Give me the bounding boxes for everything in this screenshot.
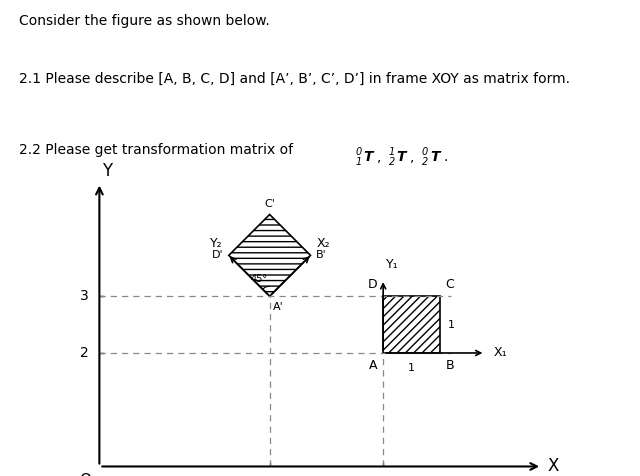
Text: ,: ,: [377, 150, 381, 164]
Text: O: O: [79, 473, 91, 476]
Text: 2: 2: [422, 157, 428, 167]
Text: C: C: [445, 278, 454, 290]
Text: B': B': [316, 250, 327, 260]
Text: X₁: X₁: [494, 347, 508, 359]
Text: D: D: [368, 278, 378, 290]
Text: .: .: [444, 150, 448, 164]
Text: 2: 2: [81, 346, 89, 360]
Text: Consider the figure as shown below.: Consider the figure as shown below.: [19, 14, 270, 28]
Text: 0: 0: [422, 147, 428, 157]
Text: B: B: [445, 358, 454, 372]
Text: D': D': [211, 250, 223, 260]
Text: 1: 1: [408, 363, 415, 373]
Text: 1: 1: [355, 157, 362, 167]
Polygon shape: [383, 296, 440, 353]
Text: X: X: [548, 457, 559, 476]
Text: X₂: X₂: [316, 237, 330, 249]
Text: Y: Y: [102, 162, 113, 180]
Text: 45°: 45°: [251, 274, 268, 284]
Text: C': C': [264, 199, 275, 209]
Text: T: T: [364, 150, 373, 164]
Text: T: T: [430, 150, 440, 164]
Polygon shape: [228, 215, 310, 296]
Text: Y₂: Y₂: [211, 237, 223, 249]
Text: Y₁: Y₁: [386, 258, 399, 271]
Text: A: A: [369, 358, 378, 372]
Text: 3: 3: [81, 289, 89, 303]
Text: 2.1 Please describe [A, B, C, D] and [A’, B’, C’, D’] in frame XOY as matrix for: 2.1 Please describe [A, B, C, D] and [A’…: [19, 71, 570, 85]
Text: 2.2 Please get transformation matrix of: 2.2 Please get transformation matrix of: [19, 143, 298, 157]
Text: 2: 2: [388, 157, 395, 167]
Text: A': A': [273, 302, 284, 312]
Text: ,: ,: [410, 150, 415, 164]
Text: 1: 1: [388, 147, 395, 157]
Text: T: T: [397, 150, 406, 164]
Text: 0: 0: [355, 147, 362, 157]
Text: 1: 1: [448, 319, 455, 329]
